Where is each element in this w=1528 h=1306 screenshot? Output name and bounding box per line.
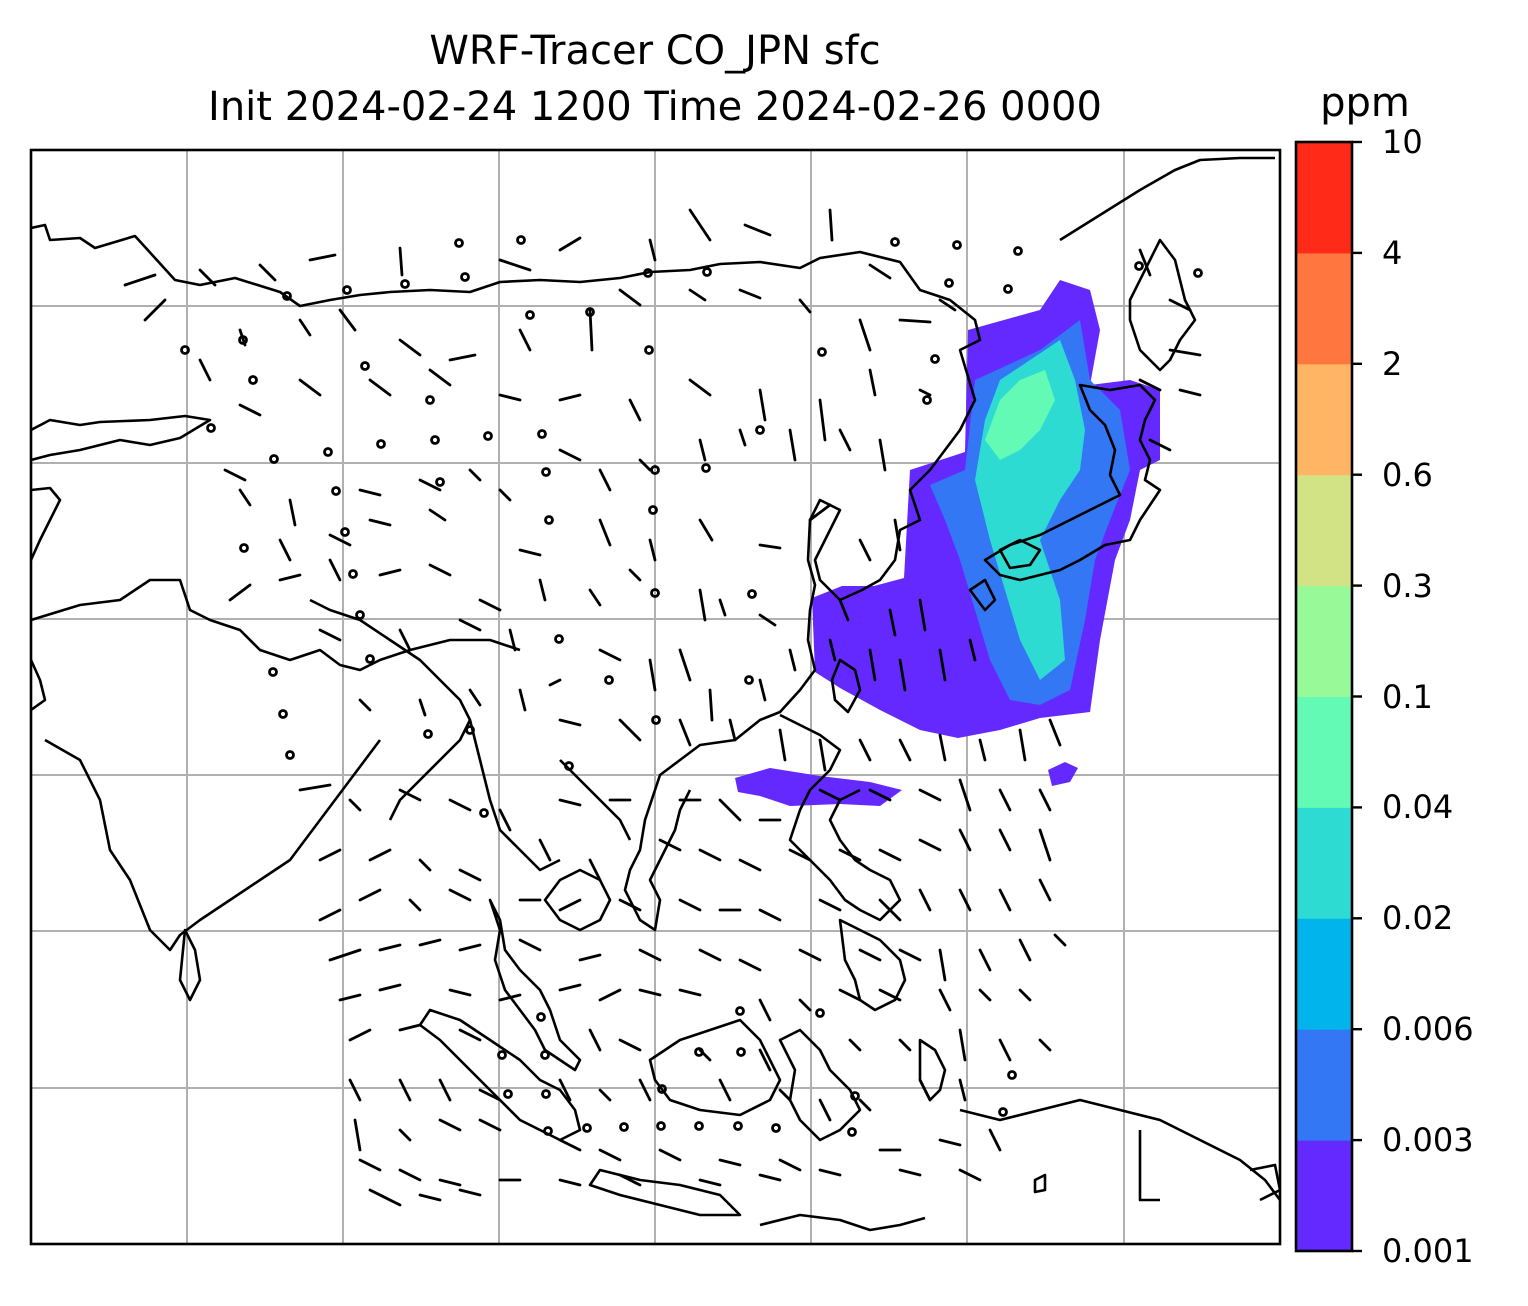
colorbar-tick-label: 4 [1382, 233, 1403, 272]
colorbar-tick-label: 0.02 [1382, 899, 1454, 938]
colorbar-tick-label: 2 [1382, 344, 1403, 383]
colorbar-tick-label: 0.6 [1382, 455, 1433, 494]
colorbar-tick-label: 10 [1382, 123, 1423, 161]
calm-wind-markers [180, 235, 1203, 1137]
tracer-plume-core [985, 370, 1055, 460]
colorbar-band [1296, 1029, 1352, 1141]
colorbar-tick-label: 0.001 [1382, 1232, 1474, 1270]
colorbar-band [1296, 918, 1352, 1030]
colorbar-tick-label: 0.003 [1382, 1121, 1474, 1160]
colorbar-band [1296, 585, 1352, 697]
colorbar [1294, 140, 1362, 1253]
colorbar-band [1296, 363, 1352, 476]
colorbar-tick-label: 0.1 [1382, 677, 1433, 716]
tracer-plume-south [735, 768, 902, 806]
tracer-plume-east-patch [1048, 762, 1078, 786]
colorbar-band [1296, 807, 1352, 919]
title-line-2: Init 2024-02-24 1200 Time 2024-02-26 000… [208, 84, 1102, 130]
colorbar-tick-label: 0.04 [1382, 788, 1454, 827]
wind-barbs [123, 208, 1202, 1207]
map-gridlines [31, 150, 1280, 1244]
colorbar-tick-label: 0.3 [1382, 566, 1433, 605]
coastlines [31, 156, 1280, 1232]
tracer-concentration-field [735, 280, 1160, 806]
colorbar-band [1296, 252, 1352, 365]
colorbar-tick-label: 0.006 [1382, 1010, 1474, 1049]
colorbar-band [1296, 696, 1352, 808]
colorbar-band [1296, 1140, 1352, 1252]
colorbar-unit: ppm [1320, 80, 1410, 126]
title-line-1: WRF-Tracer CO_JPN sfc [429, 28, 881, 74]
colorbar-band [1296, 474, 1352, 587]
map-frame [29, 148, 1282, 1246]
colorbar-band [1296, 142, 1352, 254]
